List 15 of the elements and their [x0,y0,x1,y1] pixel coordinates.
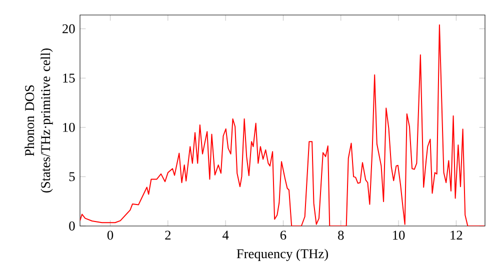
x-axis-title: Frequency (THz) [236,248,328,261]
y-tick-label: 10 [63,122,75,132]
x-tick-label: 0 [107,230,114,240]
y-axis-title: Phonon DOS (States/THz·primitive cell) [24,48,53,192]
x-tick-label: 8 [338,230,344,240]
x-tick-label: 6 [280,230,286,240]
y-tick-label: 5 [69,172,75,182]
line-series [80,24,485,226]
y-tick-label: 20 [62,24,75,34]
x-tick-label: 2 [165,230,171,240]
y-tick-label: 15 [63,74,75,83]
x-tick-label: 12 [450,230,462,240]
y-tick-label: 0 [69,222,75,230]
x-tick-label: 10 [393,230,405,240]
x-tick-label: 4 [222,230,229,240]
